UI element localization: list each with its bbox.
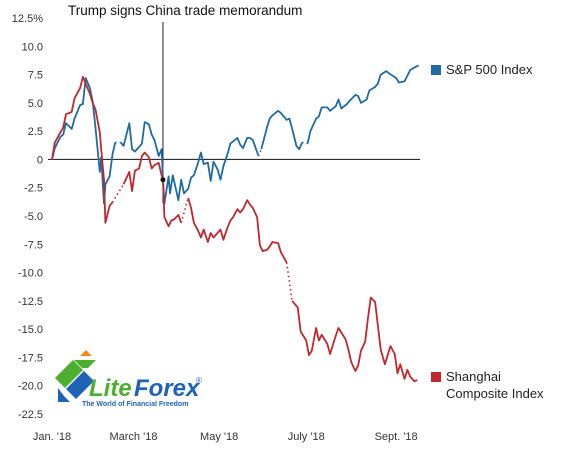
y-tick-label: 0 (37, 154, 43, 166)
y-axis: 12.5% 10.0 7.5 5.0 2.5 0 -2.5 -5.0 -7.5 -10.0 -12.… (12, 13, 420, 421)
logo-tagline: The World of Financial Freedom (82, 401, 188, 408)
legend-swatch-1 (431, 372, 441, 382)
y-tick-label: -5.0 (24, 211, 43, 223)
y-tick-label: -20.0 (18, 381, 43, 393)
y-tick-label: -17.5 (18, 352, 43, 364)
series-line-1 (187, 197, 288, 263)
logo-mark-icon (55, 350, 96, 402)
x-tick-label: March '18 (109, 431, 157, 443)
y-tick-label: 7.5 (28, 70, 43, 82)
logo-brand-left: Lite (89, 375, 132, 402)
series-gap-0 (301, 141, 308, 145)
series-line-1 (291, 296, 418, 383)
series-line-0 (306, 64, 419, 144)
y-tick-label: -7.5 (24, 239, 43, 251)
x-tick-label: May '18 (200, 431, 238, 443)
legend-label-0: S&P 500 Index (446, 62, 533, 77)
x-axis: Jan. '18 March '18 May '18 July '18 Sept. '1… (33, 431, 418, 443)
series-line-1 (122, 151, 183, 228)
y-tick-label: -12.5 (18, 296, 43, 308)
y-tick-label: 10.0 (22, 41, 43, 53)
x-tick-label: July '18 (288, 431, 325, 443)
series-line-1 (51, 75, 114, 224)
y-tick-label: 5.0 (28, 98, 43, 110)
series-gap-1 (111, 183, 125, 203)
liteforex-logo: Lite Forex ® The World of Financial Free… (55, 350, 202, 408)
series-line-0 (260, 109, 303, 151)
x-tick-label: Jan. '18 (33, 431, 71, 443)
y-tick-label: -22.5 (18, 409, 43, 421)
y-tick-label: 2.5 (28, 126, 43, 138)
logo-brand-right: Forex (134, 375, 201, 402)
legend-swatch-0 (431, 65, 441, 75)
y-tick-label: -2.5 (24, 183, 43, 195)
annotation-label: Trump signs China trade memorandum (68, 3, 302, 18)
series-line-0 (51, 77, 117, 205)
legend: S&P 500 Index Shanghai Composite Index (431, 62, 544, 401)
series-gap-1 (180, 197, 190, 224)
y-tick-label: -10.0 (18, 268, 43, 280)
series-gap-1 (285, 262, 293, 301)
annotation-point (160, 177, 166, 183)
series-line-0 (120, 121, 260, 205)
x-tick-label: Sept. '18 (375, 431, 418, 443)
y-tick-label: -15.0 (18, 324, 43, 336)
logo-registered: ® (196, 376, 202, 385)
series-lines (51, 64, 419, 383)
y-tick-label: 12.5% (12, 13, 43, 25)
legend-label-1: Shanghai Composite Index (446, 369, 544, 401)
